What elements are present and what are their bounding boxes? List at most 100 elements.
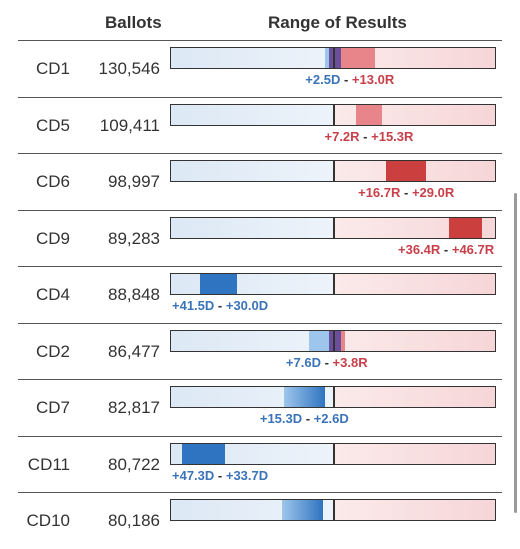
center-line [333, 274, 335, 294]
center-line [333, 104, 335, 125]
range-label: +41.5D - +30.0D [172, 298, 268, 313]
row-divider [18, 322, 502, 324]
ballots-value: 109,411 [99, 115, 160, 135]
range-high-value: +2.6D [313, 411, 349, 426]
range-separator: - [340, 72, 352, 87]
range-bar [170, 216, 496, 239]
range-separator: - [214, 298, 226, 313]
district-label: CD6 [35, 172, 70, 191]
range-label: +36.4R - +46.7R [398, 242, 494, 257]
row-divider [18, 379, 502, 380]
table-row: CD2 86,477 +7.6D - +3.8R [0, 324, 520, 380]
range-bar [170, 499, 496, 521]
center-line [333, 443, 335, 464]
range-separator: - [302, 411, 314, 426]
row-divider [18, 96, 502, 98]
ballots-value: 80,722 [108, 454, 160, 474]
ballots-value: 82,817 [108, 398, 160, 417]
range-high-value: +30.0D [225, 298, 269, 313]
district-label: CD7 [35, 398, 70, 417]
range-high-value: +46.7R [451, 241, 495, 257]
range-label: +16.7R - +29.0R [358, 185, 454, 200]
ballots-column-header: Ballots [105, 13, 162, 32]
ballots-value: 89,283 [108, 228, 160, 248]
range-label: +2.5D - +13.0R [305, 72, 394, 87]
range-bar [170, 386, 496, 408]
district-label: CD9 [35, 228, 70, 248]
range-segment [329, 48, 341, 68]
range-high-value: +29.0R [411, 185, 455, 200]
range-separator: - [359, 128, 372, 144]
table-header: Ballots Range of Results [0, 0, 520, 40]
center-line [333, 500, 335, 520]
district-label: CD11 [27, 454, 70, 474]
district-label: CD2 [35, 341, 70, 361]
range-bar [170, 442, 496, 465]
range-high-value: +3.8R [332, 354, 368, 370]
range-separator: - [400, 185, 412, 200]
range-segment [281, 500, 324, 520]
range-low-value: +36.4R [398, 241, 441, 257]
range-label: +47.3D - +33.7D [172, 468, 268, 483]
district-label: CD1 [35, 59, 70, 78]
range-label: +7.2R - +15.3R [325, 129, 414, 144]
range-segment [386, 161, 426, 181]
center-line [333, 161, 335, 181]
ballots-value: 80,186 [108, 511, 160, 530]
range-bar [170, 329, 496, 352]
range-low-value: +2.5D [305, 72, 341, 87]
range-segment [200, 274, 237, 294]
range-bar [170, 103, 496, 126]
range-high-value: +33.7D [225, 467, 269, 483]
district-label: CD5 [35, 115, 70, 135]
range-high-value: +15.3R [371, 128, 414, 144]
range-segment [329, 330, 341, 351]
range-label: +15.3D - +2.6D [260, 411, 349, 426]
range-bar [170, 160, 496, 182]
range-low-value: +15.3D [259, 411, 303, 426]
table-row: CD10 80,186 [0, 493, 520, 549]
range-separator: - [440, 241, 452, 257]
table-row: CD11 80,722 +47.3D - +33.7D [0, 437, 520, 493]
header-divider [18, 40, 502, 41]
range-segment [333, 48, 375, 68]
range-bar [170, 47, 496, 69]
district-label: CD4 [35, 285, 70, 304]
row-divider [18, 266, 502, 267]
row-divider [18, 153, 502, 154]
table-row: CD7 82,817 +15.3D - +2.6D [0, 380, 520, 436]
range-bar [170, 273, 496, 295]
center-line [333, 217, 335, 238]
scrollbar[interactable] [514, 193, 517, 513]
range-high-value: +13.0R [351, 72, 395, 87]
table-row: CD4 88,848 +41.5D - +30.0D [0, 267, 520, 323]
range-segment [449, 217, 483, 238]
range-separator: - [214, 467, 226, 483]
range-low-value: +16.7R [358, 185, 401, 200]
table-row: CD5 109,411 +7.2R - +15.3R [0, 98, 520, 154]
district-label: CD10 [26, 511, 70, 530]
range-segment [284, 387, 325, 407]
center-line [333, 387, 335, 407]
center-line [333, 330, 335, 351]
range-segment [308, 330, 333, 351]
table-row: CD1 130,546 +2.5D - +13.0R [0, 41, 520, 97]
range-label: +7.6D - +3.8R [286, 355, 368, 370]
range-low-value: +41.5D [172, 298, 215, 313]
range-column-header: Range of Results [268, 13, 407, 32]
range-low-value: +7.6D [285, 354, 321, 370]
center-line [333, 48, 335, 68]
range-low-value: +47.3D [172, 467, 215, 483]
row-divider [18, 435, 502, 437]
range-segment [356, 104, 382, 125]
ballots-value: 130,546 [98, 59, 160, 78]
ballots-value: 86,477 [108, 341, 160, 361]
table-row: CD9 89,283 +36.4R - +46.7R [0, 211, 520, 267]
ballots-value: 98,997 [108, 172, 160, 191]
table-row: CD6 98,997 +16.7R - +29.0R [0, 154, 520, 210]
range-separator: - [320, 354, 333, 370]
range-low-value: +7.2R [324, 128, 360, 144]
row-divider [18, 209, 502, 211]
range-segment [181, 443, 226, 464]
row-divider [18, 492, 502, 493]
